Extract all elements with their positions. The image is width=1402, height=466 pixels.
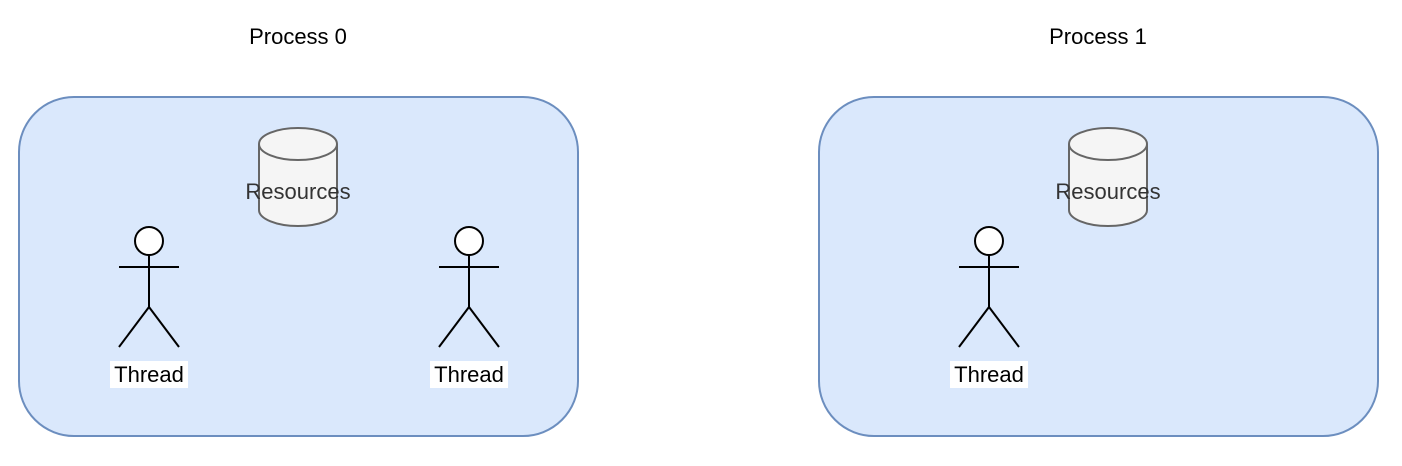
process-1-resources[interactable]: Resources <box>1055 127 1161 227</box>
process-1-title: Process 1 <box>1049 24 1147 49</box>
process-0-thread-1-label: Thread <box>114 362 184 387</box>
process-1-resources-label: Resources <box>1055 179 1160 204</box>
process-0-resources[interactable]: Resources <box>245 127 351 227</box>
database-cylinder-icon <box>258 127 338 227</box>
cylinder-rim <box>258 143 338 161</box>
thread-label-background <box>110 361 188 388</box>
stick-figure-icon <box>438 226 500 348</box>
process-1: Process 1 Resources Thread <box>818 24 1379 437</box>
process-0: Process 0 Resources Thread <box>18 24 579 437</box>
thread-label-background <box>430 361 508 388</box>
process-0-resources-label: Resources <box>245 179 350 204</box>
stick-figure-icon <box>118 226 180 348</box>
process-0-thread-1[interactable]: Thread <box>110 226 188 388</box>
cylinder-rim <box>1068 143 1148 161</box>
process-0-thread-2[interactable]: Thread <box>430 226 508 388</box>
process-1-container[interactable] <box>818 96 1379 437</box>
process-1-thread-1[interactable]: Thread <box>950 226 1028 388</box>
database-cylinder-icon <box>1068 127 1148 227</box>
stick-figure-icon <box>958 226 1020 348</box>
process-0-title: Process 0 <box>249 24 347 49</box>
process-0-container[interactable] <box>18 96 579 437</box>
thread-label-background <box>950 361 1028 388</box>
process-0-thread-2-label: Thread <box>434 362 504 387</box>
process-1-thread-1-label: Thread <box>954 362 1024 387</box>
